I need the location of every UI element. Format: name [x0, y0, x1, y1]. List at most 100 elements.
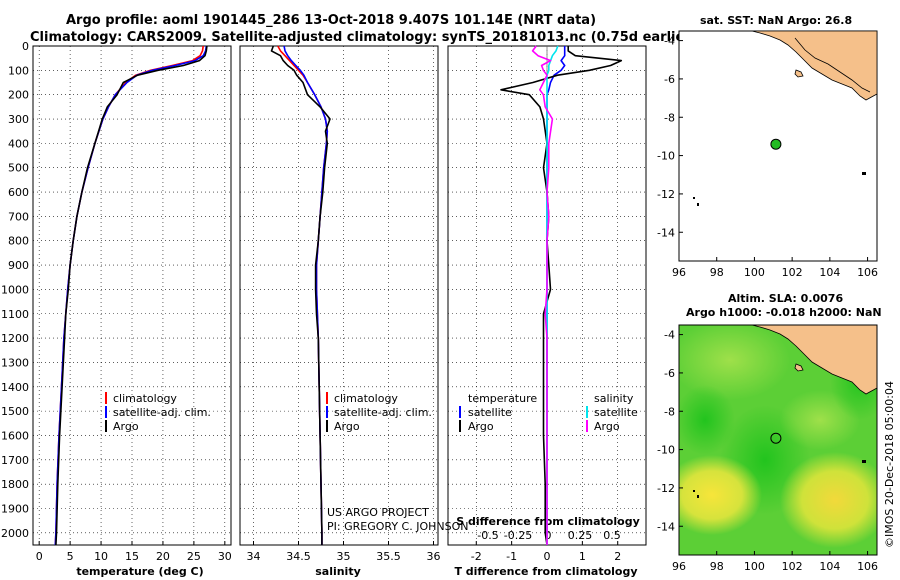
x-tick-label: 1 — [579, 550, 586, 563]
x-tick-label: 5 — [67, 550, 74, 563]
plot-frame — [239, 45, 439, 546]
series-line-temperature-argo — [500, 46, 623, 546]
x-tick-label: 98 — [710, 266, 724, 279]
x-axis-label: salinity — [315, 565, 361, 578]
small-island-east — [862, 172, 866, 175]
y-tick-label: -12 — [657, 482, 675, 495]
x2-tick-label: 0 — [545, 529, 552, 542]
y-tick-label: -6 — [664, 73, 675, 86]
legend-salinity-heading: salinity — [594, 392, 634, 405]
x-tick-label: -1 — [506, 550, 517, 563]
legend-temp-argo-label: Argo — [468, 420, 494, 433]
y-tick-label: -6 — [664, 367, 675, 380]
series-line-climatology — [277, 45, 329, 545]
christmas-island — [693, 197, 699, 206]
x-tick-label: 98 — [710, 560, 724, 573]
y-tick-label: -14 — [657, 520, 675, 533]
pi-credit: PI: GREGORY C. JOHNSON — [327, 520, 468, 533]
argo-float-marker — [770, 138, 782, 150]
sla-map: Altim. SLA: 0.0076 Argo h1000: -0.018 h2… — [657, 292, 882, 573]
x-tick-label: 100 — [744, 560, 765, 573]
figure-title-line1: Argo profile: aoml 1901445_286 13-Oct-20… — [66, 13, 596, 28]
y-tick-label: 200 — [8, 89, 29, 102]
series-line-satellite-adj-clim- — [54, 45, 208, 546]
x-tick-label: 35 — [337, 550, 351, 563]
x-tick-label: 100 — [744, 266, 765, 279]
x-tick-label: 106 — [857, 266, 878, 279]
y-tick-label: -8 — [664, 405, 675, 418]
x2-tick-label: 0.25 — [568, 529, 593, 542]
sst-map-title: sat. SST: NaN Argo: 26.8 — [700, 14, 852, 27]
argo-float-marker — [770, 432, 782, 444]
x-tick-label: 10 — [94, 550, 108, 563]
x-tick-label: 0 — [36, 550, 43, 563]
x-tick-label: 20 — [156, 550, 170, 563]
imos-credit: ©IMOS 20-Dec-2018 05:00:04 — [883, 381, 896, 548]
y-tick-label: 900 — [8, 259, 29, 272]
y-tick-label: 1800 — [1, 478, 29, 491]
y-tick-label: 800 — [8, 235, 29, 248]
series-line-temperature-satellite — [546, 46, 566, 545]
series-line-argo — [55, 45, 208, 546]
difference-panel: -2 -1 0 1 2 T difference from climatology S di… — [447, 45, 647, 578]
sla-heatmap — [679, 325, 877, 555]
x-tick-label: 96 — [672, 560, 686, 573]
x-tick-label: 2 — [614, 550, 621, 563]
x-tick-label: 25 — [187, 550, 201, 563]
y-tick-label: -14 — [657, 226, 675, 239]
y-tick-label: 700 — [8, 210, 29, 223]
y-tick-label: 1900 — [1, 502, 29, 515]
legend-satellite-label: satellite-adj. clim. — [113, 406, 211, 419]
y-tick-label: -10 — [657, 150, 675, 163]
y-tick-label: 1300 — [1, 356, 29, 369]
salinity-legend: climatology satellite-adj. clim. Argo — [326, 392, 432, 433]
sumatra-land — [751, 30, 878, 101]
y-tick-label: -4 — [664, 329, 675, 342]
legend-argo-label: Argo — [113, 420, 139, 433]
legend-sal-satellite-label: satellite — [594, 406, 638, 419]
y-tick-label: -8 — [664, 111, 675, 124]
y-tick-label: 100 — [8, 64, 29, 77]
sla-map-frame — [678, 324, 878, 556]
figure-title-line2: Climatology: CARS2009. Satellite-adjuste… — [30, 30, 697, 45]
sla-map-axes: 96 98 100 102 104 106 -4 -6 -8 -10 -12 -14 — [657, 329, 878, 573]
x2-tick-label: -0.5 — [477, 529, 498, 542]
x2-tick-label: 0.5 — [603, 529, 621, 542]
x2-axis-label: S difference from climatology — [456, 515, 640, 528]
sst-map: sat. SST: NaN Argo: 26.8 96 98 100 102 104 10… — [657, 14, 878, 279]
x-tick-label: 36 — [427, 550, 441, 563]
x-tick-label: 96 — [672, 266, 686, 279]
legend-temp-satellite-label: satellite — [468, 406, 512, 419]
y-tick-label: 500 — [8, 162, 29, 175]
x-tick-label: 0 — [544, 550, 551, 563]
enggano-island — [794, 363, 804, 372]
legend-temperature-heading: temperature — [468, 392, 537, 405]
y-tick-label: -4 — [664, 35, 675, 48]
project-credit: US ARGO PROJECT — [327, 506, 429, 519]
sla-map-title-line2: Argo h1000: -0.018 h2000: NaN — [686, 306, 882, 319]
y-tick-label: 1100 — [1, 308, 29, 321]
y-tick-label: 0 — [22, 40, 29, 53]
temperature-panel: 0 5 10 15 20 25 300100200300400500600700800900… — [1, 40, 232, 578]
temperature-legend: climatology satellite-adj. clim. Argo — [105, 392, 211, 433]
x-tick-label: -2 — [471, 550, 482, 563]
x-tick-label: 30 — [218, 550, 232, 563]
legend-climatology-label: climatology — [334, 392, 398, 405]
salinity-panel: 34 34.5 35 35.5 36 salinity — [239, 45, 441, 578]
series-line-salinity-argo — [531, 45, 554, 545]
x-tick-label: 34.5 — [286, 550, 311, 563]
legend-argo-label: Argo — [334, 420, 360, 433]
y-tick-label: 1700 — [1, 454, 29, 467]
y-tick-label: 1600 — [1, 429, 29, 442]
christmas-island — [693, 490, 699, 498]
x-tick-label: 102 — [782, 266, 803, 279]
y-tick-label: 1200 — [1, 332, 29, 345]
x-tick-label: 34 — [247, 550, 261, 563]
y-tick-label: 2000 — [1, 527, 29, 540]
y-tick-label: 300 — [8, 113, 29, 126]
legend-climatology-label: climatology — [113, 392, 177, 405]
x-tick-label: 35.5 — [376, 550, 401, 563]
small-island-east — [862, 460, 866, 463]
difference-legend: temperature satellite Argo salinity sate… — [459, 392, 638, 433]
